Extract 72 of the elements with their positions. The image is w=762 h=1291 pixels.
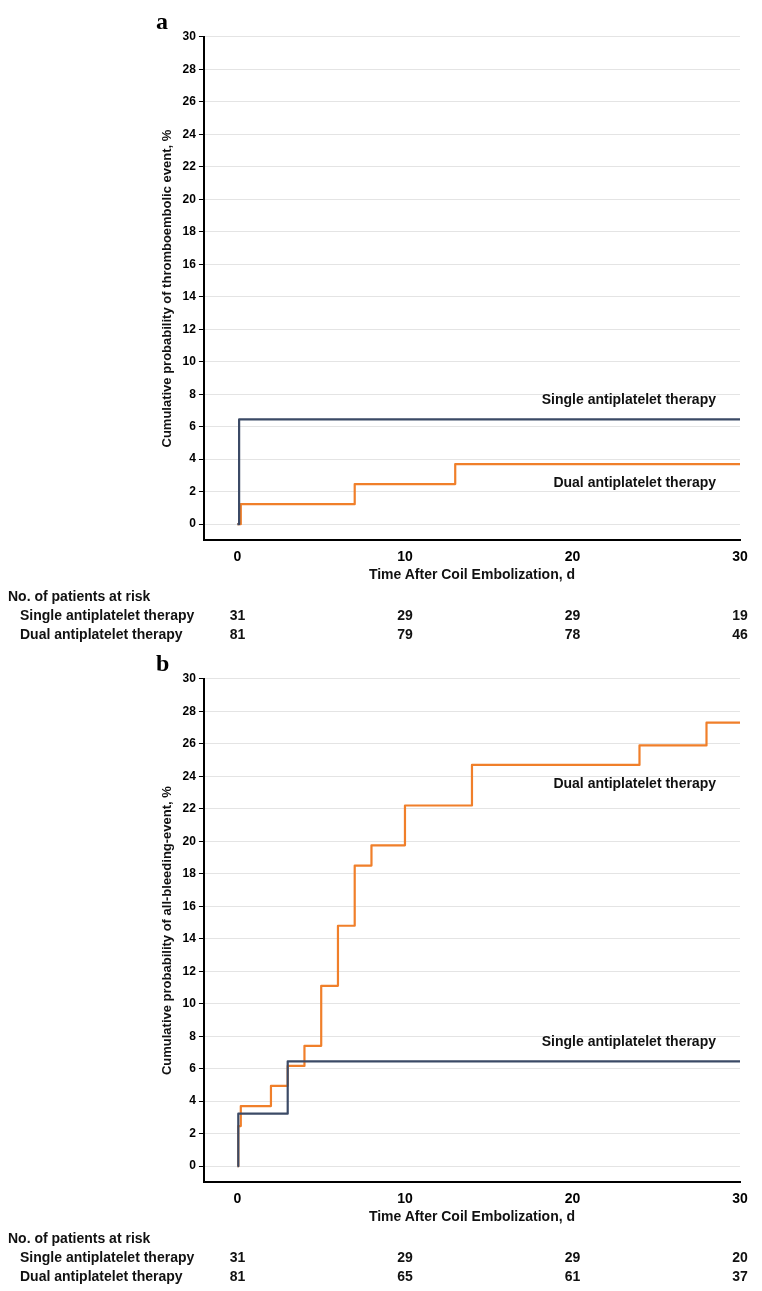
y-tick-label: 24 — [182, 126, 197, 141]
y-tick-label: 26 — [182, 736, 197, 751]
x-tick-label: 30 — [732, 1189, 748, 1206]
y-tick-label: 8 — [189, 386, 197, 401]
text: No. of patients at risk — [8, 1229, 151, 1246]
series-label: Single antiplatelet therapy — [541, 391, 717, 408]
y-axis-title: Cumulative probability of all-bleeding-event, % — [159, 785, 175, 1076]
y-tick-label: 16 — [182, 256, 197, 271]
text: 78 — [564, 625, 581, 642]
y-tick-label: 4 — [189, 451, 197, 466]
y-tick-label: 22 — [182, 159, 197, 174]
text: Dual antiplatelet therapy — [20, 1267, 183, 1284]
text: 61 — [564, 1267, 581, 1284]
y-tick-label: 24 — [182, 768, 197, 783]
y-tick-label: 18 — [182, 224, 197, 239]
y-tick-label: 2 — [189, 1125, 197, 1140]
text: 37 — [732, 1267, 748, 1284]
y-tick-label: 18 — [182, 866, 197, 881]
y-tick-label: 10 — [182, 996, 197, 1011]
chart-title: b — [156, 649, 170, 676]
y-tick-label: 0 — [189, 1158, 197, 1173]
y-tick-label: 28 — [182, 703, 197, 718]
y-tick-label: 28 — [182, 61, 197, 76]
text: 29 — [397, 606, 413, 623]
x-tick-label: 0 — [233, 1189, 242, 1206]
text: 29 — [397, 1248, 413, 1265]
text: 79 — [397, 625, 413, 642]
x-axis-title: Time After Coil Embolization, d — [368, 566, 576, 583]
x-tick-label: 10 — [397, 1189, 413, 1206]
text: Dual antiplatelet therapy — [20, 625, 183, 642]
y-tick-label: 26 — [182, 94, 197, 109]
x-tick-label: 10 — [397, 547, 413, 564]
y-tick-label: 22 — [182, 801, 197, 816]
y-tick-label: 12 — [182, 321, 197, 336]
y-tick-label: 20 — [182, 191, 197, 206]
y-tick-label: 14 — [182, 289, 197, 304]
y-tick-label: 16 — [182, 898, 197, 913]
y-tick-label: 10 — [182, 354, 197, 369]
series-label: Dual antiplatelet therapy — [553, 774, 717, 791]
text: 19 — [732, 606, 748, 623]
text: Single antiplatelet therapy — [20, 1248, 195, 1265]
text: No. of patients at risk — [8, 587, 151, 604]
y-tick-label: 4 — [189, 1093, 197, 1108]
x-tick-label: 20 — [564, 547, 581, 564]
series-label: Dual antiplatelet therapy — [553, 473, 717, 490]
y-tick-label: 0 — [189, 516, 197, 531]
text: 31 — [229, 606, 246, 623]
y-tick-label: 6 — [189, 1061, 197, 1075]
y-tick-label: 30 — [182, 29, 197, 44]
text: Single antiplatelet therapy — [20, 606, 195, 623]
x-axis-title: Time After Coil Embolization, d — [368, 1208, 576, 1225]
series-label: Single antiplatelet therapy — [541, 1033, 717, 1050]
y-tick-label: 30 — [182, 671, 197, 686]
text: 31 — [229, 1248, 246, 1265]
text: 81 — [229, 1267, 246, 1284]
y-axis-title: Cumulative probability of thromboembolic event, % — [159, 129, 175, 448]
text: 46 — [732, 625, 748, 642]
chart-title: a — [156, 7, 168, 34]
y-tick-label: 2 — [189, 483, 197, 498]
y-tick-label: 14 — [182, 931, 197, 946]
y-tick-label: 8 — [189, 1028, 197, 1043]
x-tick-label: 0 — [233, 547, 242, 564]
x-tick-label: 20 — [564, 1189, 581, 1206]
text: 65 — [397, 1267, 413, 1284]
text: 29 — [564, 1248, 581, 1265]
text: 20 — [732, 1248, 748, 1265]
y-tick-label: 20 — [182, 833, 197, 848]
text: 29 — [564, 606, 581, 623]
x-tick-label: 30 — [732, 547, 748, 564]
y-tick-label: 12 — [182, 963, 197, 978]
y-tick-label: 6 — [189, 419, 197, 433]
text: 81 — [229, 625, 246, 642]
